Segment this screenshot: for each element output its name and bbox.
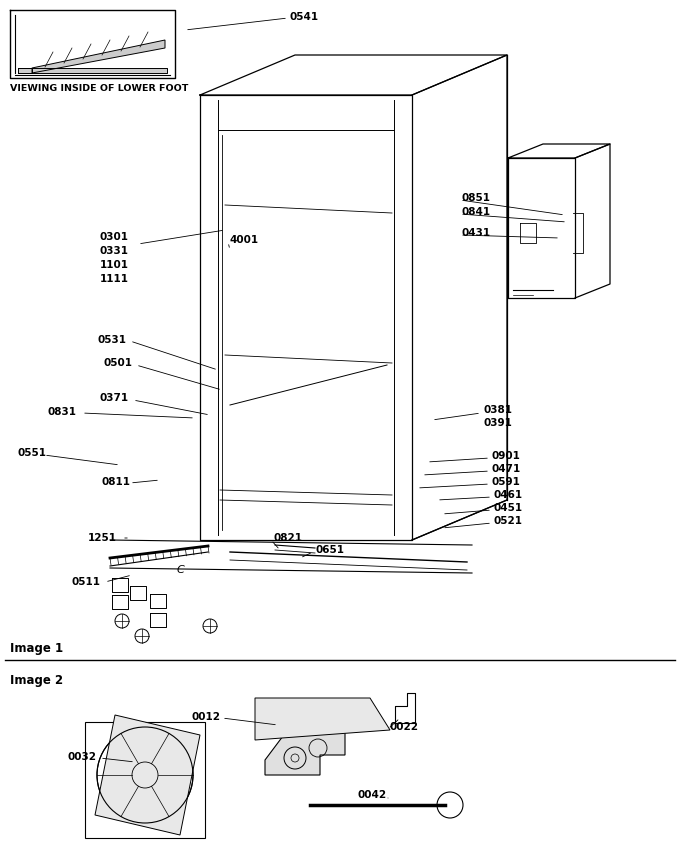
Text: 0012: 0012 — [192, 712, 221, 722]
Text: 0381: 0381 — [483, 405, 512, 415]
Text: 0901: 0901 — [492, 451, 521, 461]
Text: 0821: 0821 — [274, 533, 303, 543]
Bar — [85, 722, 205, 838]
Text: 0591: 0591 — [492, 477, 521, 487]
Text: 0022: 0022 — [390, 722, 419, 732]
Text: 0831: 0831 — [48, 407, 77, 417]
Text: 0331: 0331 — [100, 246, 129, 256]
Text: 0391: 0391 — [483, 418, 512, 428]
Text: 0461: 0461 — [494, 490, 523, 500]
Text: 0811: 0811 — [102, 477, 131, 487]
Text: 0531: 0531 — [97, 335, 126, 345]
Text: 1101: 1101 — [100, 260, 129, 270]
Polygon shape — [255, 698, 390, 740]
Text: 0541: 0541 — [290, 12, 319, 22]
Text: 0651: 0651 — [316, 545, 345, 555]
Text: Image 1: Image 1 — [10, 642, 63, 655]
Text: 0431: 0431 — [462, 228, 491, 238]
Text: 0521: 0521 — [494, 516, 523, 526]
Text: 0471: 0471 — [492, 464, 522, 474]
Text: 0301: 0301 — [100, 232, 129, 242]
Text: 1111: 1111 — [100, 274, 129, 284]
Text: 1251: 1251 — [88, 533, 117, 543]
Text: 0511: 0511 — [72, 577, 101, 587]
Text: 0042: 0042 — [358, 790, 387, 800]
Text: 0032: 0032 — [68, 752, 97, 762]
Polygon shape — [95, 715, 200, 835]
Text: 0551: 0551 — [18, 448, 47, 458]
Text: 0841: 0841 — [462, 207, 491, 217]
Text: 0451: 0451 — [494, 503, 523, 513]
Polygon shape — [32, 40, 165, 73]
Text: 0371: 0371 — [100, 393, 129, 403]
Text: Image 2: Image 2 — [10, 674, 63, 687]
Text: 4001: 4001 — [230, 235, 259, 245]
Text: VIEWING INSIDE OF LOWER FOOT: VIEWING INSIDE OF LOWER FOOT — [10, 84, 188, 93]
Text: C: C — [176, 565, 184, 575]
Text: 0501: 0501 — [104, 358, 133, 368]
Text: 0851: 0851 — [462, 193, 491, 203]
Polygon shape — [265, 700, 345, 775]
